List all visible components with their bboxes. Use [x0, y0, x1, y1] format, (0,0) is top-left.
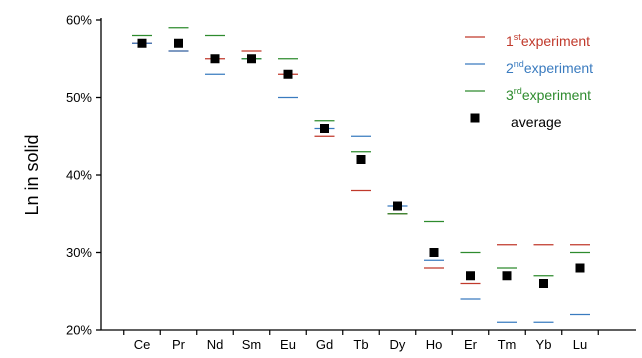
average-point [320, 124, 329, 133]
y-tick-label: 60% [66, 13, 92, 28]
average-point [575, 263, 585, 273]
average-point [539, 279, 548, 288]
legend-label: 3rdexperiment [506, 86, 591, 103]
y-axis-title: Ln in solid [22, 134, 42, 215]
average-point [210, 54, 220, 64]
average-point [393, 201, 402, 211]
legend: 1stexperiment 2ndexperiment 3rdexperiment a… [465, 32, 593, 130]
x-tick-label: Sm [242, 337, 262, 352]
legend-label: average [511, 114, 562, 130]
y-tick-label: 50% [66, 90, 92, 105]
x-tick-label: Yb [536, 337, 552, 352]
axes: 20% 30% 40% 50% 60% Ce Pr Nd Sm Eu Gd Tb Dy Ho Er Tm Yb L… [66, 13, 636, 352]
average-point [137, 38, 147, 48]
average-point [356, 155, 366, 164]
x-tick-label: Er [464, 337, 478, 352]
average-point [174, 38, 183, 48]
x-tick-label: Gd [316, 337, 333, 352]
y-tick-label: 40% [66, 168, 92, 183]
legend-label: 2ndexperiment [506, 59, 593, 76]
x-tick-label: Nd [207, 337, 224, 352]
legend-label: 1stexperiment [506, 32, 590, 49]
average-point [247, 54, 256, 64]
x-tick-label: Ho [426, 337, 443, 352]
y-tick-label: 30% [66, 245, 92, 260]
y-tick-label: 20% [66, 323, 92, 338]
x-tick-label: Lu [573, 337, 587, 352]
x-tick-label: Tm [498, 337, 517, 352]
average-point [466, 271, 475, 281]
data-marks [132, 27, 590, 323]
x-tick-label: Pr [172, 337, 186, 352]
average-point [502, 271, 512, 281]
x-tick-label: Eu [280, 337, 296, 352]
average-point [283, 69, 293, 79]
x-tick-label: Ce [134, 337, 151, 352]
average-point [429, 248, 439, 257]
x-tick-label: Tb [353, 337, 368, 352]
x-tick-label: Dy [390, 337, 406, 352]
legend-swatch [470, 113, 480, 123]
